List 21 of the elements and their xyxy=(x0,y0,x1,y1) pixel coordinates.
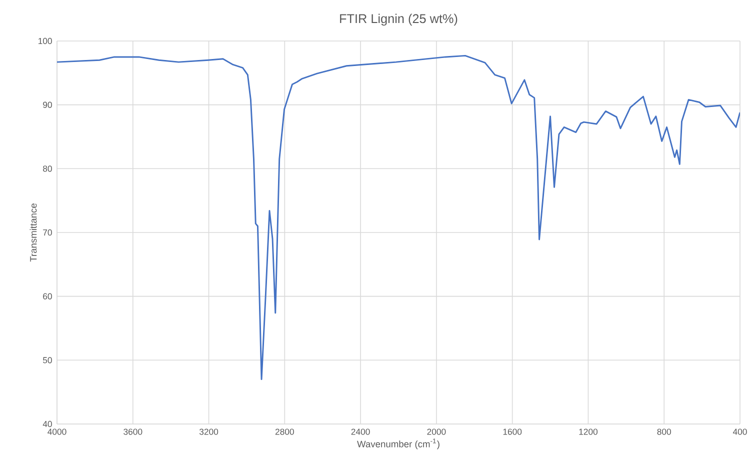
chart-title: FTIR Lignin (25 wt%) xyxy=(340,14,458,26)
y-tick-label: 50 xyxy=(43,357,52,364)
x-tick-label: 3600 xyxy=(124,428,142,435)
x-tick-label: 4000 xyxy=(48,428,66,435)
x-tick-label: 1600 xyxy=(503,428,522,435)
line-series xyxy=(57,54,740,380)
y-tick-label: 70 xyxy=(43,229,52,236)
x-axis-title: Wavenumber (cm$^{-1}$) xyxy=(357,438,440,450)
x-tick-label: 800 xyxy=(657,428,671,435)
x-tick-label: 2800 xyxy=(275,428,294,435)
y-tick-label: 80 xyxy=(43,166,52,172)
y-tick-label: 90 xyxy=(43,102,52,108)
x-tick-label: 2000 xyxy=(427,428,446,435)
x-tick-label: 1200 xyxy=(579,428,598,435)
y-tick-label: 40 xyxy=(42,420,52,428)
y-axis-title: Transmittance xyxy=(30,204,37,262)
x-tick-label: 3200 xyxy=(199,428,218,435)
y-tick-label: 100 xyxy=(38,38,52,44)
x-tick-label: 400 xyxy=(732,428,747,435)
y-tick-label: 60 xyxy=(43,293,52,300)
x-tick-label: 2400 xyxy=(351,428,370,435)
